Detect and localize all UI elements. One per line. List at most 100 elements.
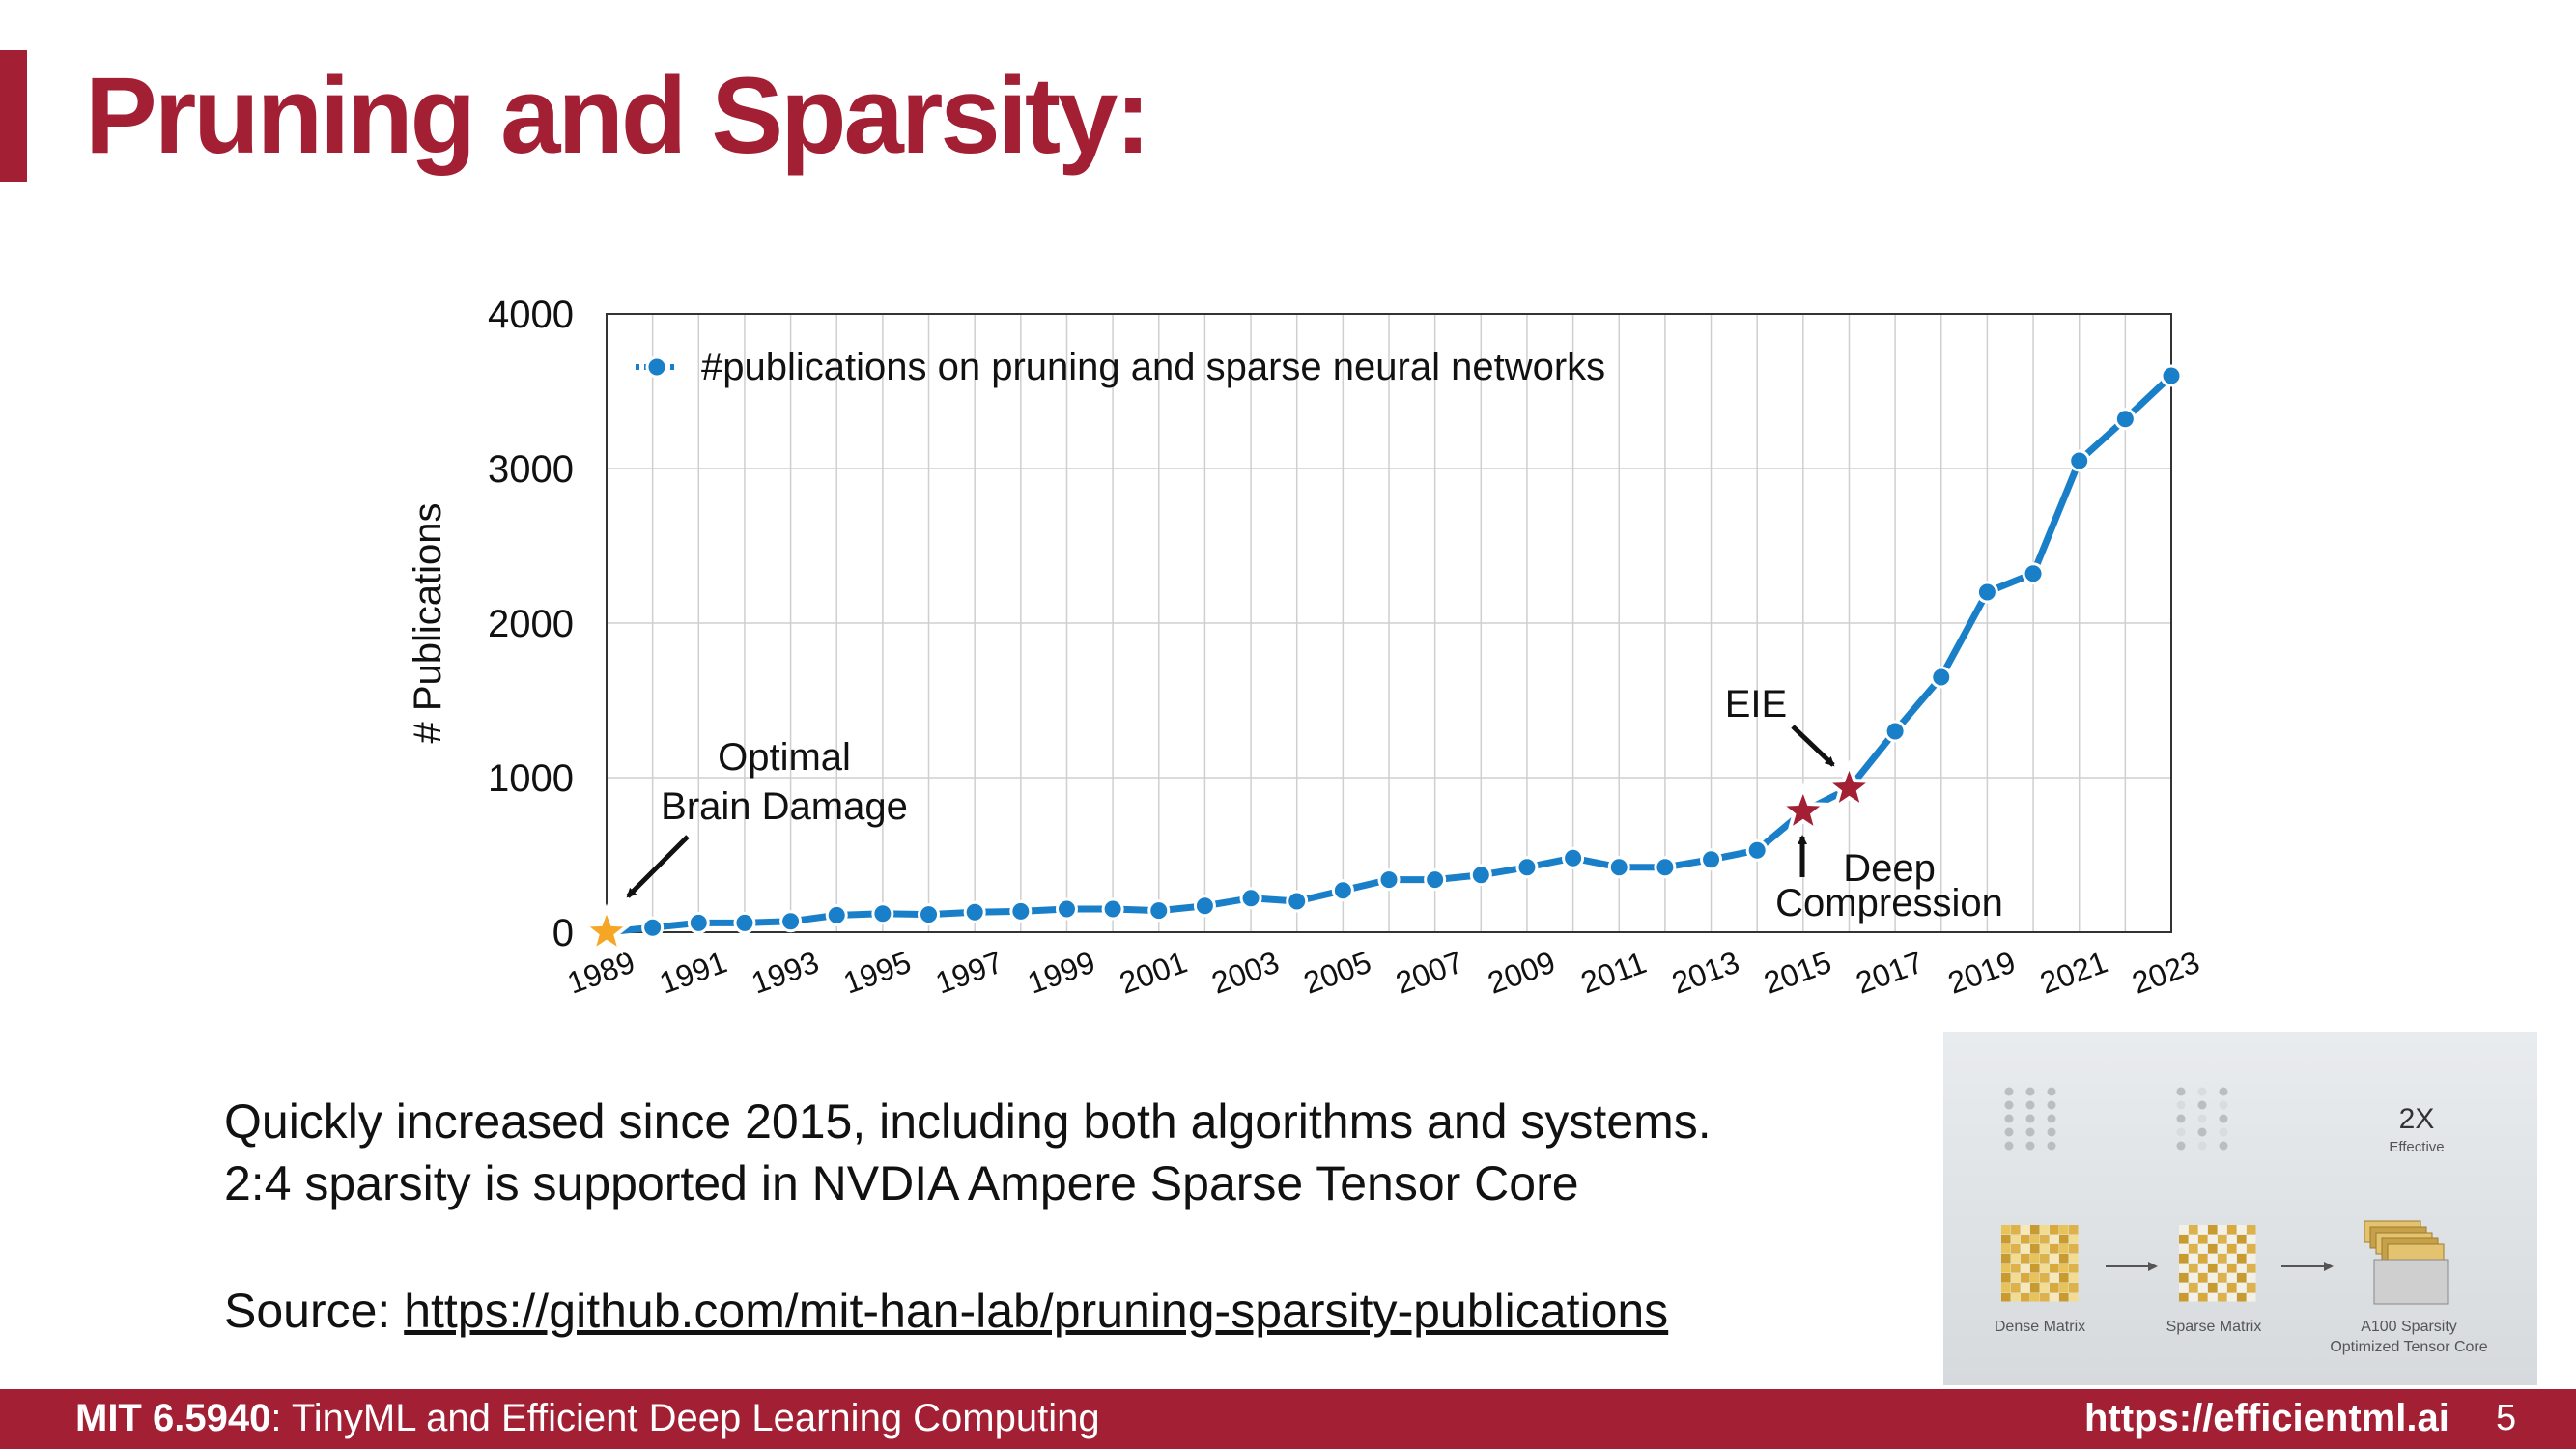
matrix-cell (2030, 1273, 2040, 1283)
matrix-cell (2208, 1283, 2218, 1293)
matrix-cell (2030, 1235, 2040, 1244)
source-link[interactable]: https://github.com/mit-han-lab/pruning-s… (404, 1284, 1669, 1338)
matrix-cell (2218, 1244, 2227, 1254)
neuron-dot (2219, 1114, 2228, 1123)
x-tick-label: 1997 (931, 945, 1007, 1001)
page-number: 5 (2496, 1398, 2517, 1438)
matrix-cell (2030, 1264, 2040, 1273)
x-tick-label: 1995 (839, 945, 916, 1001)
matrix-cell (2179, 1254, 2189, 1264)
annotation-dc-line1: Deep (1843, 847, 1936, 890)
caption-a100-line2: Optimized Tensor Core (2330, 1339, 2487, 1355)
matrix-cell (2050, 1264, 2059, 1273)
matrix-cell (2011, 1293, 2021, 1302)
matrix-cell (2059, 1235, 2069, 1244)
matrix-cell (2179, 1244, 2189, 1254)
neuron-dot (2004, 1100, 2014, 1110)
neuron-dot (2025, 1100, 2035, 1110)
matrix-cell (2227, 1293, 2237, 1302)
y-tick-label: 3000 (488, 448, 574, 491)
matrix-cell (2030, 1254, 2040, 1264)
matrix-cell (2021, 1283, 2030, 1293)
neuron-dot (2047, 1100, 2056, 1110)
plot-frame (606, 313, 2172, 933)
annotation-obd-line1: Optimal (718, 736, 851, 779)
matrix-cell (2198, 1293, 2208, 1302)
matrix-cell (2208, 1225, 2218, 1235)
data-point (1424, 868, 1447, 892)
footer-url[interactable]: https://efficientml.ai (2084, 1397, 2449, 1439)
matrix-cell (2030, 1283, 2040, 1293)
matrix-cell (2001, 1254, 2011, 1264)
matrix-cell (2179, 1283, 2189, 1293)
x-tick-label: 2013 (1667, 945, 1743, 1001)
x-tick-label: 1991 (655, 945, 731, 1001)
x-tick-label: 2005 (1299, 945, 1375, 1001)
neuron-dot (2197, 1087, 2207, 1096)
data-point (825, 903, 848, 926)
matrix-cell (2227, 1244, 2237, 1254)
star-marker-obd (579, 903, 635, 956)
matrix-cell (2198, 1235, 2208, 1244)
matrix-cell (2208, 1244, 2218, 1254)
matrix-cell (2218, 1283, 2227, 1293)
matrix-cell (2040, 1225, 2050, 1235)
data-point (1745, 838, 1769, 862)
matrix-cell (2189, 1273, 2198, 1283)
neuron-dot (2176, 1087, 2186, 1096)
star-marker-dc (1775, 782, 1831, 836)
slide-title: Pruning and Sparsity: (85, 55, 1151, 176)
data-point (963, 900, 986, 923)
figure-arrow-2-head (2324, 1262, 2334, 1271)
matrix-cell (2040, 1244, 2050, 1254)
star-marker-eie (1822, 759, 1877, 812)
data-point (1331, 879, 1354, 902)
matrix-cell (2198, 1264, 2208, 1273)
matrix-cell (2030, 1244, 2040, 1254)
source-prefix: Source: (224, 1284, 405, 1338)
data-point (1009, 899, 1033, 923)
annotation-obd-arrow (626, 835, 690, 898)
matrix-cell (2059, 1273, 2069, 1283)
x-tick-label: 2009 (1484, 945, 1560, 1001)
matrix-cell (2237, 1283, 2247, 1293)
matrix-cell (2247, 1244, 2256, 1254)
footer-course: MIT 6.5940: TinyML and Efficient Deep Le… (75, 1397, 1100, 1440)
neuron-dot (2004, 1127, 2014, 1137)
matrix-cell (2011, 1235, 2021, 1244)
data-point (1377, 868, 1401, 892)
matrix-cell (2059, 1283, 2069, 1293)
matrix-cell (2059, 1264, 2069, 1273)
matrix-cell (2218, 1293, 2227, 1302)
figure-2x-label: 2X (2399, 1103, 2435, 1135)
x-tick-label: 2001 (1115, 945, 1191, 1001)
data-point (2160, 364, 2183, 387)
data-point (2113, 408, 2137, 431)
matrix-cell (2040, 1293, 2050, 1302)
annotation-eie-label: EIE (1725, 683, 1787, 725)
neuron-dot (2219, 1141, 2228, 1151)
legend-marker (645, 355, 668, 379)
matrix-cell (2021, 1225, 2030, 1235)
matrix-cell (2011, 1273, 2021, 1283)
y-tick-label: 0 (552, 912, 574, 954)
matrix-cell (2001, 1225, 2011, 1235)
matrix-cell (2021, 1235, 2030, 1244)
matrix-cell (2247, 1254, 2256, 1264)
matrix-cell (2247, 1264, 2256, 1273)
matrix-cell (2001, 1244, 2011, 1254)
data-point (918, 903, 941, 926)
matrix-cell (2069, 1235, 2079, 1244)
matrix-cell (2050, 1273, 2059, 1283)
matrix-cell (2040, 1254, 2050, 1264)
matrix-cell (2021, 1293, 2030, 1302)
publications-chart: 0 1000 2000 3000 4000 1989 1991 1993 1995 1997 199… (407, 294, 2204, 1001)
matrix-cell (2001, 1264, 2011, 1273)
matrix-cell (2227, 1235, 2237, 1244)
neuron-dot (2197, 1141, 2207, 1151)
matrix-cell (2011, 1225, 2021, 1235)
data-point (687, 911, 710, 934)
matrix-cell (2021, 1254, 2030, 1264)
matrix-cell (2050, 1293, 2059, 1302)
matrix-cell (2069, 1273, 2079, 1283)
